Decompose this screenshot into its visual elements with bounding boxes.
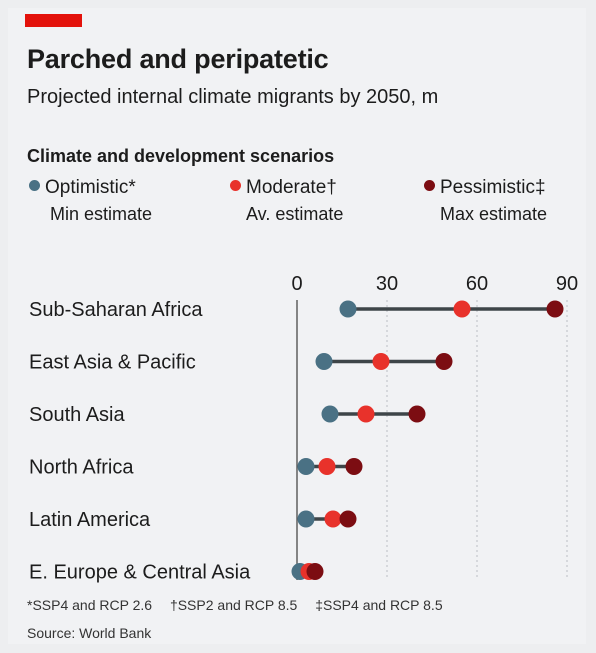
- legend-sub-pessimistic: Max estimate: [440, 204, 548, 224]
- category-label-north-africa: North Africa: [29, 457, 134, 479]
- point-optimistic-east-asia-pacific: [315, 353, 333, 370]
- point-pessimistic-latin-america: [339, 510, 357, 528]
- category-label-latin-america: Latin America: [29, 509, 151, 531]
- chart-subtitle: Projected internal climate migrants by 2…: [27, 86, 439, 108]
- point-pessimistic-sub-saharan-africa: [546, 300, 564, 318]
- footnotes: *SSP4 and RCP 2.6 †SSP2 and RCP 8.5 ‡SSP…: [27, 597, 457, 613]
- source-note: Source: World Bank: [27, 625, 152, 641]
- x-tick-label-90: 90: [556, 273, 578, 295]
- legend-label-pessimistic: Pessimistic‡: [440, 177, 546, 198]
- legend-item-optimistic: Optimistic* Min estimate: [29, 177, 152, 225]
- chart-title: Parched and peripatetic: [27, 44, 329, 74]
- point-pessimistic-south-asia: [408, 405, 426, 423]
- x-tick-label-30: 30: [376, 273, 398, 295]
- point-moderate-sub-saharan-africa: [453, 300, 471, 318]
- legend-title: Climate and development scenarios: [27, 146, 335, 166]
- legend-dot-pessimistic: [424, 180, 435, 191]
- point-optimistic-sub-saharan-africa: [339, 300, 357, 318]
- point-moderate-south-asia: [357, 405, 375, 423]
- x-tick-label-60: 60: [466, 273, 488, 295]
- legend-item-moderate: Moderate† Av. estimate: [230, 177, 343, 225]
- legend-dot-moderate: [230, 180, 241, 191]
- legend-sub-moderate: Av. estimate: [246, 204, 344, 224]
- footnote-optimistic: *SSP4 and RCP 2.6: [27, 597, 153, 613]
- legend-sub-optimistic: Min estimate: [50, 204, 153, 224]
- legend-label-optimistic: Optimistic*: [45, 177, 136, 198]
- point-moderate-north-africa: [318, 458, 336, 475]
- point-optimistic-latin-america: [297, 510, 315, 528]
- legend-label-moderate: Moderate†: [246, 177, 337, 198]
- brand-red-tag: [25, 14, 82, 27]
- category-label-e-europe-central-asia: E. Europe & Central Asia: [29, 562, 251, 584]
- footnote-pessimistic: ‡SSP4 and RCP 8.5: [315, 597, 443, 613]
- category-label-sub-saharan-africa: Sub-Saharan Africa: [29, 299, 203, 321]
- point-moderate-latin-america: [324, 510, 342, 528]
- legend-item-pessimistic: Pessimistic‡ Max estimate: [424, 177, 547, 225]
- point-moderate-east-asia-pacific: [372, 353, 390, 370]
- point-pessimistic-north-africa: [345, 458, 363, 475]
- point-pessimistic-e-europe-central-asia: [306, 563, 324, 580]
- category-label-south-asia: South Asia: [29, 404, 126, 426]
- legend-dot-optimistic: [29, 180, 40, 191]
- point-optimistic-south-asia: [321, 405, 339, 423]
- footnote-moderate: †SSP2 and RCP 8.5: [169, 597, 298, 613]
- x-tick-label-0: 0: [291, 273, 302, 295]
- category-label-east-asia-pacific: East Asia & Pacific: [29, 352, 196, 374]
- point-optimistic-north-africa: [297, 458, 315, 475]
- point-pessimistic-east-asia-pacific: [435, 353, 453, 370]
